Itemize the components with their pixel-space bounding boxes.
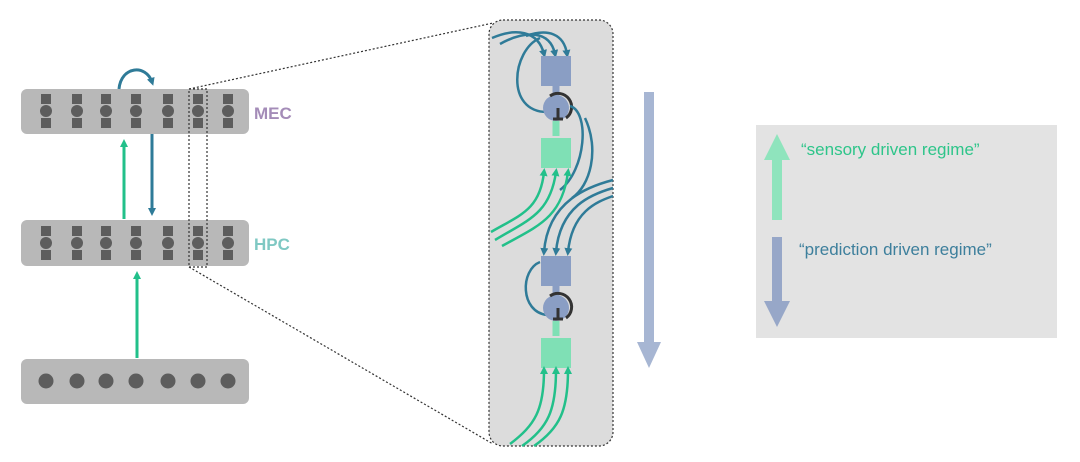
mec-unit	[71, 94, 83, 128]
zoom-line-bottom	[188, 266, 494, 445]
input-unit	[69, 373, 85, 389]
mec-recurrent-arrow	[117, 68, 155, 90]
hpc-unit	[192, 226, 204, 260]
hpc-unit	[71, 226, 83, 260]
hpc-units	[40, 226, 234, 260]
mec-unit	[40, 94, 52, 128]
inhibitory-neuron-icon	[543, 295, 569, 321]
hpc-unit	[100, 226, 112, 260]
hpc-label: HPC	[254, 235, 290, 254]
prediction-arrow-icon	[764, 237, 790, 327]
excitatory-unit-icon	[541, 138, 571, 168]
mec-unit	[162, 94, 174, 128]
input-unit	[128, 373, 144, 389]
mec-unit	[222, 94, 234, 128]
input-unit	[190, 373, 206, 389]
mec-unit	[130, 94, 142, 128]
legend-sensory-label: “sensory driven regime”	[801, 140, 980, 159]
inhibitory-neuron-icon	[543, 95, 569, 121]
mec-unit	[100, 94, 112, 128]
excitatory-unit-icon	[541, 338, 571, 368]
mec-unit	[192, 94, 204, 128]
excitatory-unit-icon	[541, 256, 571, 286]
lower-microcircuit	[509, 256, 574, 448]
hpc-layer	[21, 220, 249, 266]
input-unit	[160, 373, 176, 389]
zoom-line-top	[188, 22, 494, 90]
crossing-wires	[490, 117, 614, 256]
hpc-unit	[162, 226, 174, 260]
hpc-unit	[40, 226, 52, 260]
input-units	[38, 373, 236, 389]
mec-layer	[21, 89, 249, 134]
sensory-arrow-icon	[764, 134, 790, 220]
hpc-unit	[130, 226, 142, 260]
descending-flow-arrow	[637, 92, 661, 368]
input-unit	[38, 373, 54, 389]
input-unit	[98, 373, 114, 389]
mec-label: MEC	[254, 104, 292, 123]
zoom-column-outline	[188, 88, 208, 268]
excitatory-unit-icon	[541, 56, 571, 86]
input-layer	[21, 359, 249, 404]
legend-box: “sensory driven regime” “prediction driv…	[756, 125, 1057, 338]
input-unit	[220, 373, 236, 389]
legend-prediction-label: “prediction driven regime”	[799, 240, 992, 259]
mec-units	[40, 94, 234, 128]
hpc-unit	[222, 226, 234, 260]
upper-microcircuit	[491, 31, 584, 191]
